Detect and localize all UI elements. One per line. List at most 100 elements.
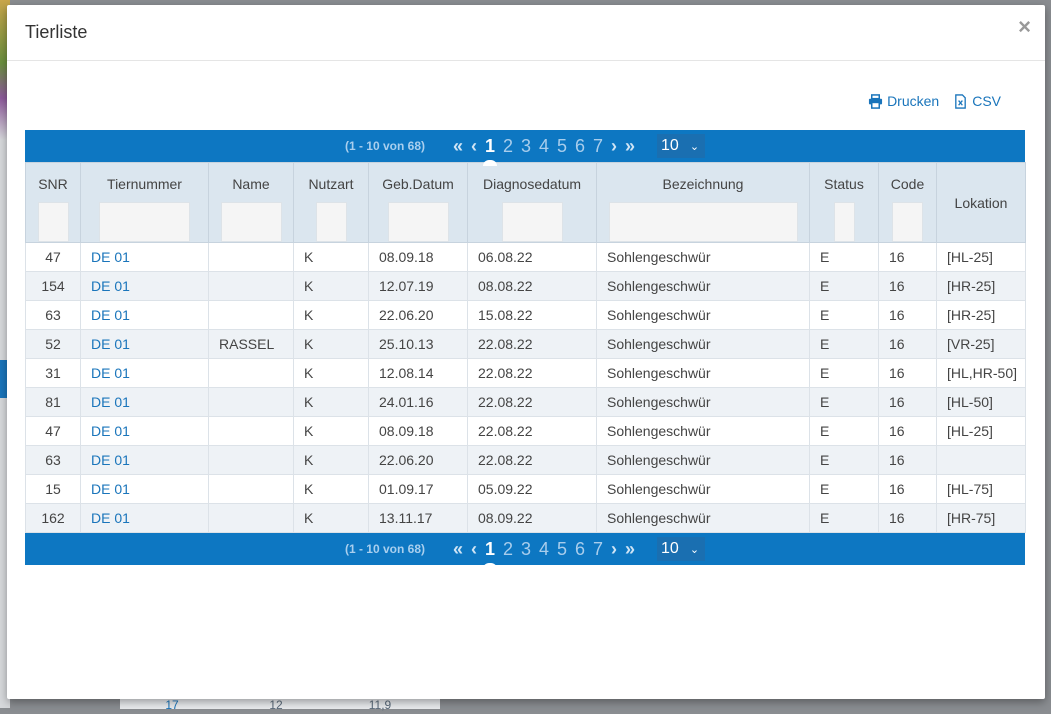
filter-input-geb-datum[interactable]: [387, 202, 449, 242]
column-header-lokation[interactable]: Lokation: [936, 162, 1026, 243]
cell-tiernummer[interactable]: DE 01: [80, 503, 209, 533]
cell-name: RASSEL: [208, 329, 294, 359]
table-row[interactable]: 15 DE 01 K 01.09.17 05.09.22 Sohlengeschwür E 1…: [25, 474, 1026, 504]
page-link-5[interactable]: 5: [557, 538, 568, 559]
page-link-6[interactable]: 6: [575, 538, 586, 559]
column-header-snr[interactable]: SNR: [25, 162, 81, 243]
last-page-icon[interactable]: »: [625, 539, 636, 559]
column-header-diagnosedatum[interactable]: Diagnosedatum: [467, 162, 597, 243]
cell-name: [208, 300, 294, 330]
column-header-bezeichnung[interactable]: Bezeichnung: [596, 162, 810, 243]
cell-code: 16: [878, 387, 937, 417]
first-page-icon[interactable]: «: [453, 136, 464, 156]
cell-snr: 63: [25, 445, 81, 475]
filter-input-code[interactable]: [892, 202, 923, 242]
background-accent: [0, 360, 8, 398]
table-row[interactable]: 81 DE 01 K 24.01.16 22.08.22 Sohlengeschwür E 1…: [25, 387, 1026, 417]
cell-status: E: [809, 271, 879, 301]
rows-per-page-select[interactable]: 10 ⌄: [657, 537, 706, 561]
cell-geb-datum: 24.01.16: [368, 387, 468, 417]
filter-input-nutzart[interactable]: [315, 202, 347, 242]
cell-name: [208, 416, 294, 446]
cell-tiernummer[interactable]: DE 01: [80, 416, 209, 446]
page-link-7[interactable]: 7: [593, 135, 604, 156]
column-header-code[interactable]: Code: [878, 162, 937, 243]
page-link-1[interactable]: 1: [483, 135, 498, 166]
cell-tiernummer[interactable]: DE 01: [80, 445, 209, 475]
cell-tiernummer[interactable]: DE 01: [80, 329, 209, 359]
rows-per-page-select[interactable]: 10 ⌄: [657, 134, 706, 158]
cell-name: [208, 445, 294, 475]
cell-lokation: [HL-25]: [936, 416, 1026, 446]
cell-status: E: [809, 329, 879, 359]
csv-button[interactable]: CSV: [953, 93, 1001, 109]
cell-nutzart: K: [293, 445, 369, 475]
page-link-4[interactable]: 4: [539, 538, 550, 559]
cell-bezeichnung: Sohlengeschwür: [596, 358, 810, 388]
cell-tiernummer[interactable]: DE 01: [80, 358, 209, 388]
background-image: [0, 0, 10, 140]
page-link-3[interactable]: 3: [521, 135, 532, 156]
table-row[interactable]: 47 DE 01 K 08.09.18 22.08.22 Sohlengeschwür E 1…: [25, 416, 1026, 446]
next-page-icon[interactable]: ›: [611, 539, 618, 559]
cell-tiernummer[interactable]: DE 01: [80, 242, 209, 272]
cell-diagnosedatum: 22.08.22: [467, 358, 597, 388]
filter-input-bezeichnung[interactable]: [608, 202, 798, 242]
table-row[interactable]: 154 DE 01 K 12.07.19 08.08.22 Sohlengeschwür E…: [25, 271, 1026, 301]
page-link-6[interactable]: 6: [575, 135, 586, 156]
column-header-status[interactable]: Status: [809, 162, 879, 243]
cell-snr: 15: [25, 474, 81, 504]
top-paginator: (1 - 10 von 68) « ‹ 1 2 3 4 5 6 7 › » 10…: [25, 130, 1025, 166]
chevron-down-icon: ⌄: [689, 140, 700, 153]
cell-lokation: [HL-25]: [936, 242, 1026, 272]
table-row[interactable]: 31 DE 01 K 12.08.14 22.08.22 Sohlengeschwür E 1…: [25, 358, 1026, 388]
cell-diagnosedatum: 08.08.22: [467, 271, 597, 301]
cell-name: [208, 474, 294, 504]
filter-input-status[interactable]: [833, 202, 855, 242]
cell-tiernummer[interactable]: DE 01: [80, 474, 209, 504]
table-row[interactable]: 63 DE 01 K 22.06.20 22.08.22 Sohlengeschwür E 1…: [25, 445, 1026, 475]
dialog-title: Tierliste: [25, 22, 88, 42]
page-link-4[interactable]: 4: [539, 135, 550, 156]
cell-nutzart: K: [293, 271, 369, 301]
table-row[interactable]: 162 DE 01 K 13.11.17 08.09.22 Sohlengeschwür E…: [25, 503, 1026, 533]
cell-code: 16: [878, 416, 937, 446]
cell-tiernummer[interactable]: DE 01: [80, 387, 209, 417]
page-link-5[interactable]: 5: [557, 135, 568, 156]
filter-input-tiernummer[interactable]: [99, 202, 190, 242]
next-page-icon[interactable]: ›: [611, 136, 618, 156]
cell-lokation: [HR-75]: [936, 503, 1026, 533]
column-header-geb-datum[interactable]: Geb.Datum: [368, 162, 468, 243]
cell-tiernummer[interactable]: DE 01: [80, 300, 209, 330]
bottom-paginator: (1 - 10 von 68) « ‹ 1 2 3 4 5 6 7 › » 10…: [25, 533, 1025, 569]
table-row[interactable]: 63 DE 01 K 22.06.20 15.08.22 Sohlengeschwür E 1…: [25, 300, 1026, 330]
table-body: 47 DE 01 K 08.09.18 06.08.22 Sohlengeschwür E 1…: [25, 242, 1026, 533]
page-link-2[interactable]: 2: [503, 135, 514, 156]
background-cell: 12: [269, 698, 283, 712]
cell-nutzart: K: [293, 329, 369, 359]
cell-tiernummer[interactable]: DE 01: [80, 271, 209, 301]
cell-snr: 162: [25, 503, 81, 533]
print-button[interactable]: Drucken: [868, 93, 939, 109]
page-count-text: (1 - 10 von 68): [344, 139, 425, 153]
last-page-icon[interactable]: »: [625, 136, 636, 156]
prev-page-icon[interactable]: ‹: [471, 539, 478, 559]
filter-input-snr[interactable]: [37, 202, 69, 242]
cell-geb-datum: 22.06.20: [368, 445, 468, 475]
column-header-tiernummer[interactable]: Tiernummer: [80, 162, 209, 243]
close-icon[interactable]: ×: [1018, 14, 1031, 39]
table-row[interactable]: 47 DE 01 K 08.09.18 06.08.22 Sohlengeschwür E 1…: [25, 242, 1026, 272]
filter-input-name[interactable]: [220, 202, 282, 242]
column-header-name[interactable]: Name: [208, 162, 294, 243]
first-page-icon[interactable]: «: [453, 539, 464, 559]
column-header-nutzart[interactable]: Nutzart: [293, 162, 369, 243]
page-link-7[interactable]: 7: [593, 538, 604, 559]
cell-geb-datum: 08.09.18: [368, 416, 468, 446]
page-link-2[interactable]: 2: [503, 538, 514, 559]
page-link-1[interactable]: 1: [483, 538, 498, 569]
page-link-3[interactable]: 3: [521, 538, 532, 559]
cell-status: E: [809, 503, 879, 533]
table-row[interactable]: 52 DE 01 RASSEL K 25.10.13 22.08.22 Sohlengesc…: [25, 329, 1026, 359]
prev-page-icon[interactable]: ‹: [471, 136, 478, 156]
filter-input-diagnosedatum[interactable]: [501, 202, 563, 242]
